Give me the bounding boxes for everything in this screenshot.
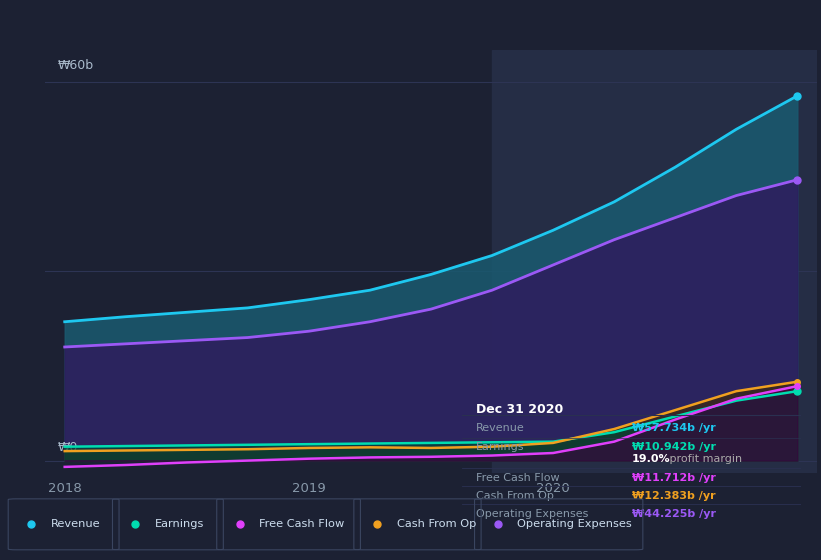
Text: Earnings: Earnings <box>476 442 525 452</box>
Text: Operating Expenses: Operating Expenses <box>476 509 588 519</box>
Text: profit margin: profit margin <box>666 454 742 464</box>
Text: ₩12.383b /yr: ₩12.383b /yr <box>632 491 715 501</box>
Text: Earnings: Earnings <box>155 519 204 529</box>
Bar <box>492 50 817 473</box>
Text: ₩57.734b /yr: ₩57.734b /yr <box>632 423 716 433</box>
Text: ₩11.712b /yr: ₩11.712b /yr <box>632 473 716 483</box>
Text: ₩60b: ₩60b <box>57 59 94 72</box>
Text: 19.0%: 19.0% <box>632 454 671 464</box>
Text: Free Cash Flow: Free Cash Flow <box>476 473 559 483</box>
Text: ₩10.942b /yr: ₩10.942b /yr <box>632 442 716 452</box>
Text: ₩44.225b /yr: ₩44.225b /yr <box>632 509 716 519</box>
Text: Cash From Op: Cash From Op <box>397 519 476 529</box>
Text: Free Cash Flow: Free Cash Flow <box>259 519 345 529</box>
Text: Operating Expenses: Operating Expenses <box>517 519 632 529</box>
Text: Dec 31 2020: Dec 31 2020 <box>476 403 563 416</box>
Text: Revenue: Revenue <box>476 423 525 433</box>
Text: Cash From Op: Cash From Op <box>476 491 553 501</box>
Text: ₩0: ₩0 <box>57 441 78 454</box>
Text: Revenue: Revenue <box>51 519 100 529</box>
